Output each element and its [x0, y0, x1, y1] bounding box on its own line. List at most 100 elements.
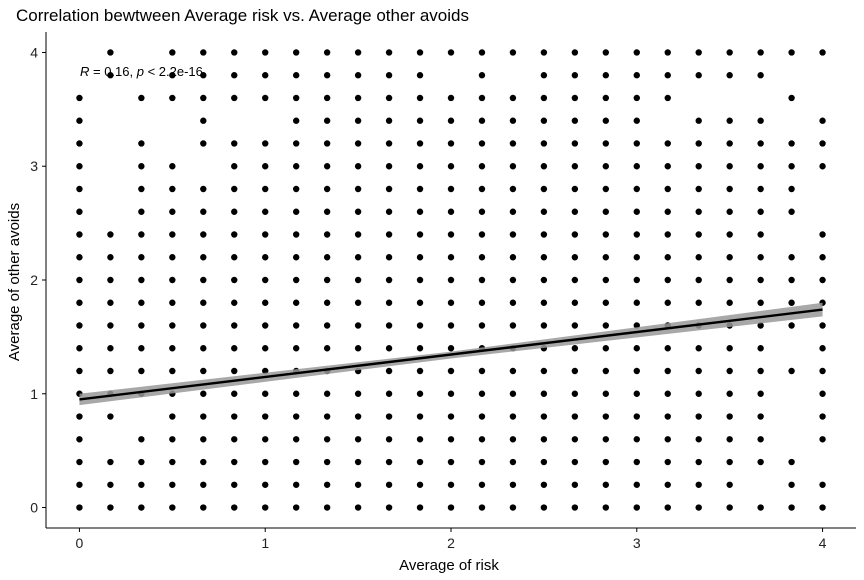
y-tick-label-4: 4 — [30, 44, 38, 60]
scatter-point-21-7 — [726, 345, 733, 352]
scatter-point-17-0 — [602, 504, 610, 511]
scatter-point-22-15 — [757, 163, 764, 170]
scatter-point-17-8 — [602, 322, 610, 329]
scatter-point-24-0 — [819, 504, 826, 511]
scatter-point-3-13 — [169, 208, 176, 215]
scatter-point-5-9 — [231, 299, 238, 306]
scatter-point-8-19 — [323, 72, 331, 79]
scatter-point-15-3 — [540, 436, 548, 443]
scatter-point-0-2 — [76, 458, 83, 466]
scatter-point-2-2 — [138, 458, 145, 466]
scatter-point-13-2 — [478, 458, 486, 466]
scatter-point-10-4 — [385, 413, 393, 420]
scatter-point-21-15 — [726, 163, 733, 170]
scatter-point-9-19 — [354, 72, 362, 79]
scatter-point-3-3 — [169, 436, 176, 443]
scatter-point-22-4 — [757, 413, 764, 420]
scatter-point-20-13 — [695, 208, 702, 215]
scatter-point-15-20 — [540, 49, 548, 56]
scatter-point-7-3 — [292, 436, 300, 443]
annotation-r: R — [80, 64, 89, 79]
scatter-point-4-7 — [200, 345, 207, 352]
scatter-point-21-9 — [726, 299, 733, 306]
y-axis-title: Average of other avoids — [6, 203, 23, 361]
scatter-point-8-18 — [323, 94, 331, 102]
scatter-point-12-1 — [447, 481, 455, 488]
scatter-point-10-12 — [385, 231, 393, 238]
scatter-point-1-4 — [107, 413, 114, 420]
scatter-point-10-15 — [385, 163, 393, 170]
scatter-point-21-13 — [726, 208, 733, 215]
scatter-point-12-15 — [447, 163, 455, 170]
scatter-point-9-16 — [354, 140, 362, 147]
scatter-point-4-8 — [200, 322, 207, 329]
scatter-point-18-5 — [633, 390, 640, 397]
scatter-point-20-14 — [695, 185, 702, 193]
scatter-point-12-5 — [447, 390, 455, 397]
scatter-point-9-20 — [354, 49, 362, 56]
scatter-point-9-8 — [354, 322, 362, 329]
scatter-point-13-19 — [478, 72, 486, 79]
scatter-point-3-1 — [169, 481, 176, 488]
scatter-point-0-7 — [76, 345, 83, 352]
scatter-point-21-2 — [726, 458, 733, 466]
scatter-point-17-15 — [602, 163, 610, 170]
scatter-point-15-4 — [540, 413, 548, 420]
scatter-point-14-12 — [509, 231, 517, 238]
scatter-point-17-16 — [602, 140, 610, 147]
scatter-point-5-11 — [231, 254, 238, 261]
scatter-point-6-7 — [262, 345, 269, 352]
scatter-point-22-3 — [757, 436, 764, 443]
scatter-point-7-10 — [292, 276, 300, 284]
scatter-point-10-20 — [385, 49, 393, 56]
scatter-point-15-8 — [540, 322, 548, 329]
scatter-point-8-7 — [323, 345, 331, 352]
scatter-point-10-18 — [385, 94, 393, 102]
scatter-point-21-5 — [726, 390, 733, 397]
scatter-point-15-5 — [540, 390, 548, 397]
scatter-point-7-5 — [292, 390, 300, 397]
scatter-point-21-16 — [726, 140, 733, 147]
scatter-point-3-6 — [169, 367, 176, 375]
scatter-point-4-9 — [200, 299, 207, 306]
scatter-point-7-9 — [292, 299, 300, 306]
scatter-point-4-2 — [200, 458, 207, 466]
scatter-point-8-1 — [323, 481, 331, 488]
scatter-point-0-4 — [76, 413, 83, 420]
scatter-point-12-8 — [447, 322, 455, 329]
scatter-point-6-0 — [262, 504, 269, 511]
scatter-point-21-12 — [726, 231, 733, 238]
annotation-r-value: = 0.16, — [89, 64, 136, 79]
scatter-point-18-20 — [633, 49, 640, 56]
scatter-point-11-7 — [416, 345, 424, 352]
scatter-point-24-17 — [819, 117, 826, 124]
scatter-point-11-13 — [416, 208, 424, 215]
scatter-point-23-6 — [788, 367, 795, 375]
scatter-point-22-0 — [757, 504, 764, 511]
scatter-point-16-8 — [571, 322, 579, 329]
scatter-point-13-3 — [478, 436, 486, 443]
scatter-point-14-14 — [509, 185, 517, 193]
scatter-point-9-12 — [354, 231, 362, 238]
scatter-point-0-6 — [76, 367, 83, 375]
scatter-point-24-7 — [819, 345, 826, 352]
scatter-point-22-8 — [757, 322, 764, 329]
scatter-point-4-4 — [200, 413, 207, 420]
scatter-point-24-3 — [819, 436, 826, 443]
scatter-point-12-3 — [447, 436, 455, 443]
scatter-point-1-9 — [107, 299, 114, 306]
scatter-point-21-17 — [726, 117, 733, 124]
scatter-point-11-16 — [416, 140, 424, 147]
scatter-point-4-17 — [200, 117, 207, 124]
scatter-point-8-2 — [323, 458, 331, 466]
scatter-point-2-7 — [138, 345, 145, 352]
scatter-point-15-0 — [540, 504, 548, 511]
scatter-point-23-10 — [788, 276, 795, 284]
scatter-point-3-2 — [169, 458, 176, 466]
scatter-point-7-11 — [292, 254, 300, 261]
scatter-point-5-0 — [231, 504, 238, 511]
scatter-point-18-12 — [633, 231, 640, 238]
scatter-point-7-12 — [292, 231, 300, 238]
scatter-point-6-18 — [262, 94, 269, 102]
scatter-point-1-7 — [107, 345, 114, 352]
